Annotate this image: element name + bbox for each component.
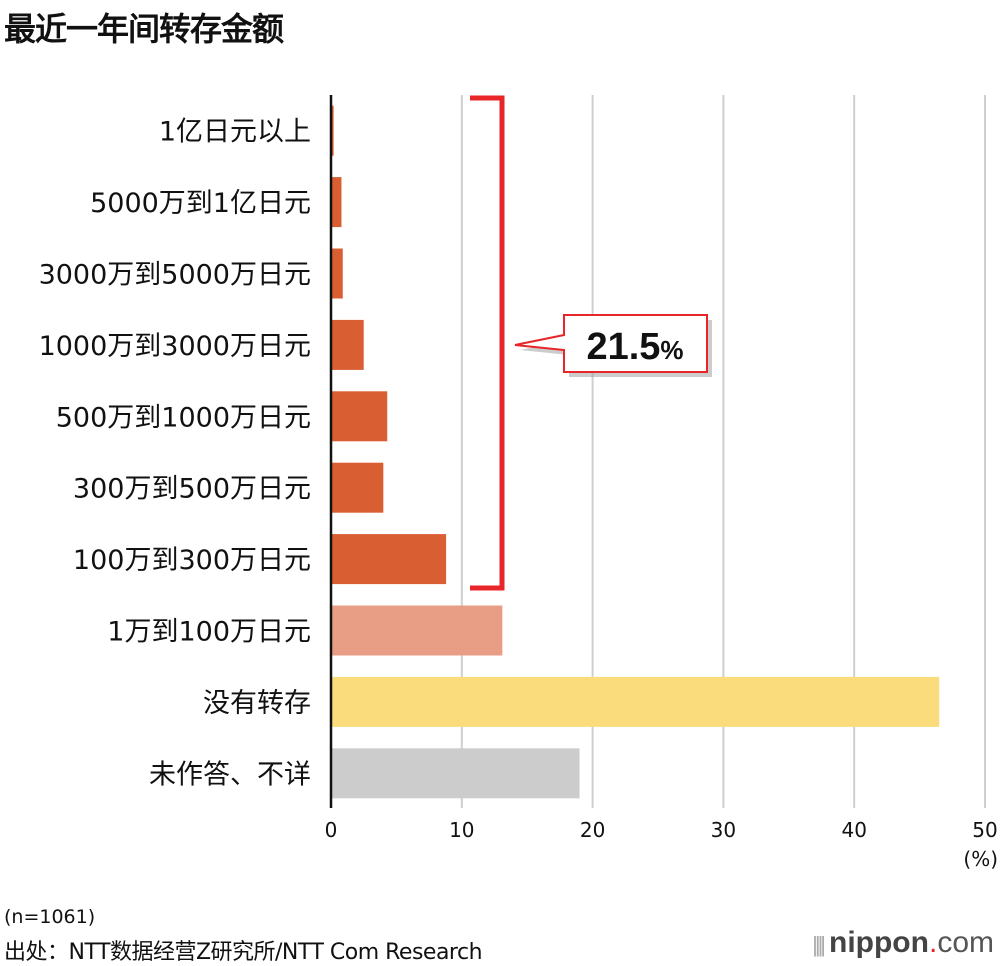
callout-box [514,314,708,373]
category-label: 未作答、不详 [149,759,311,790]
x-tick-label: 0 [325,818,338,842]
sample-size: (n=1061) [4,906,96,928]
chart-title: 最近一年间转存金额 [4,10,284,48]
bar [331,248,343,299]
x-tick-label: 30 [711,818,736,842]
x-tick-label: 20 [580,818,605,842]
category-label: 5000万到1亿日元 [90,188,311,219]
category-label: 500万到1000万日元 [56,402,311,433]
category-label: 100万到300万日元 [73,545,311,576]
bar [331,319,364,370]
category-label: 3000万到5000万日元 [39,260,311,291]
x-tick-label: 40 [841,818,866,842]
bar [331,105,334,156]
nippon-logo: |||| nippon.com [812,926,994,959]
x-tick-label: 10 [449,818,474,842]
bar [331,748,580,799]
x-unit-label: (%) [963,847,998,871]
category-label: 300万到500万日元 [73,474,311,505]
annotation-bracket [470,95,505,591]
callout-value: 21.5% [586,326,683,368]
bar [331,605,503,656]
bar [331,391,388,442]
bar [331,534,447,585]
x-tick-label: 50 [972,818,997,842]
bar [331,676,940,727]
bar [331,177,342,228]
category-label: 1万到100万日元 [107,617,311,648]
category-label: 1000万到3000万日元 [39,331,311,362]
bar-chart: 0 10 20 30 40 50 (%) 1亿日元以上 5000万到1亿日元 3000万到5000… [39,95,998,871]
category-label: 没有转存 [203,688,311,719]
source-note: 出处：NTT数据经营Z研究所/NTT Com Research [4,940,483,965]
category-label: 1亿日元以上 [159,117,311,148]
bar [331,462,384,513]
